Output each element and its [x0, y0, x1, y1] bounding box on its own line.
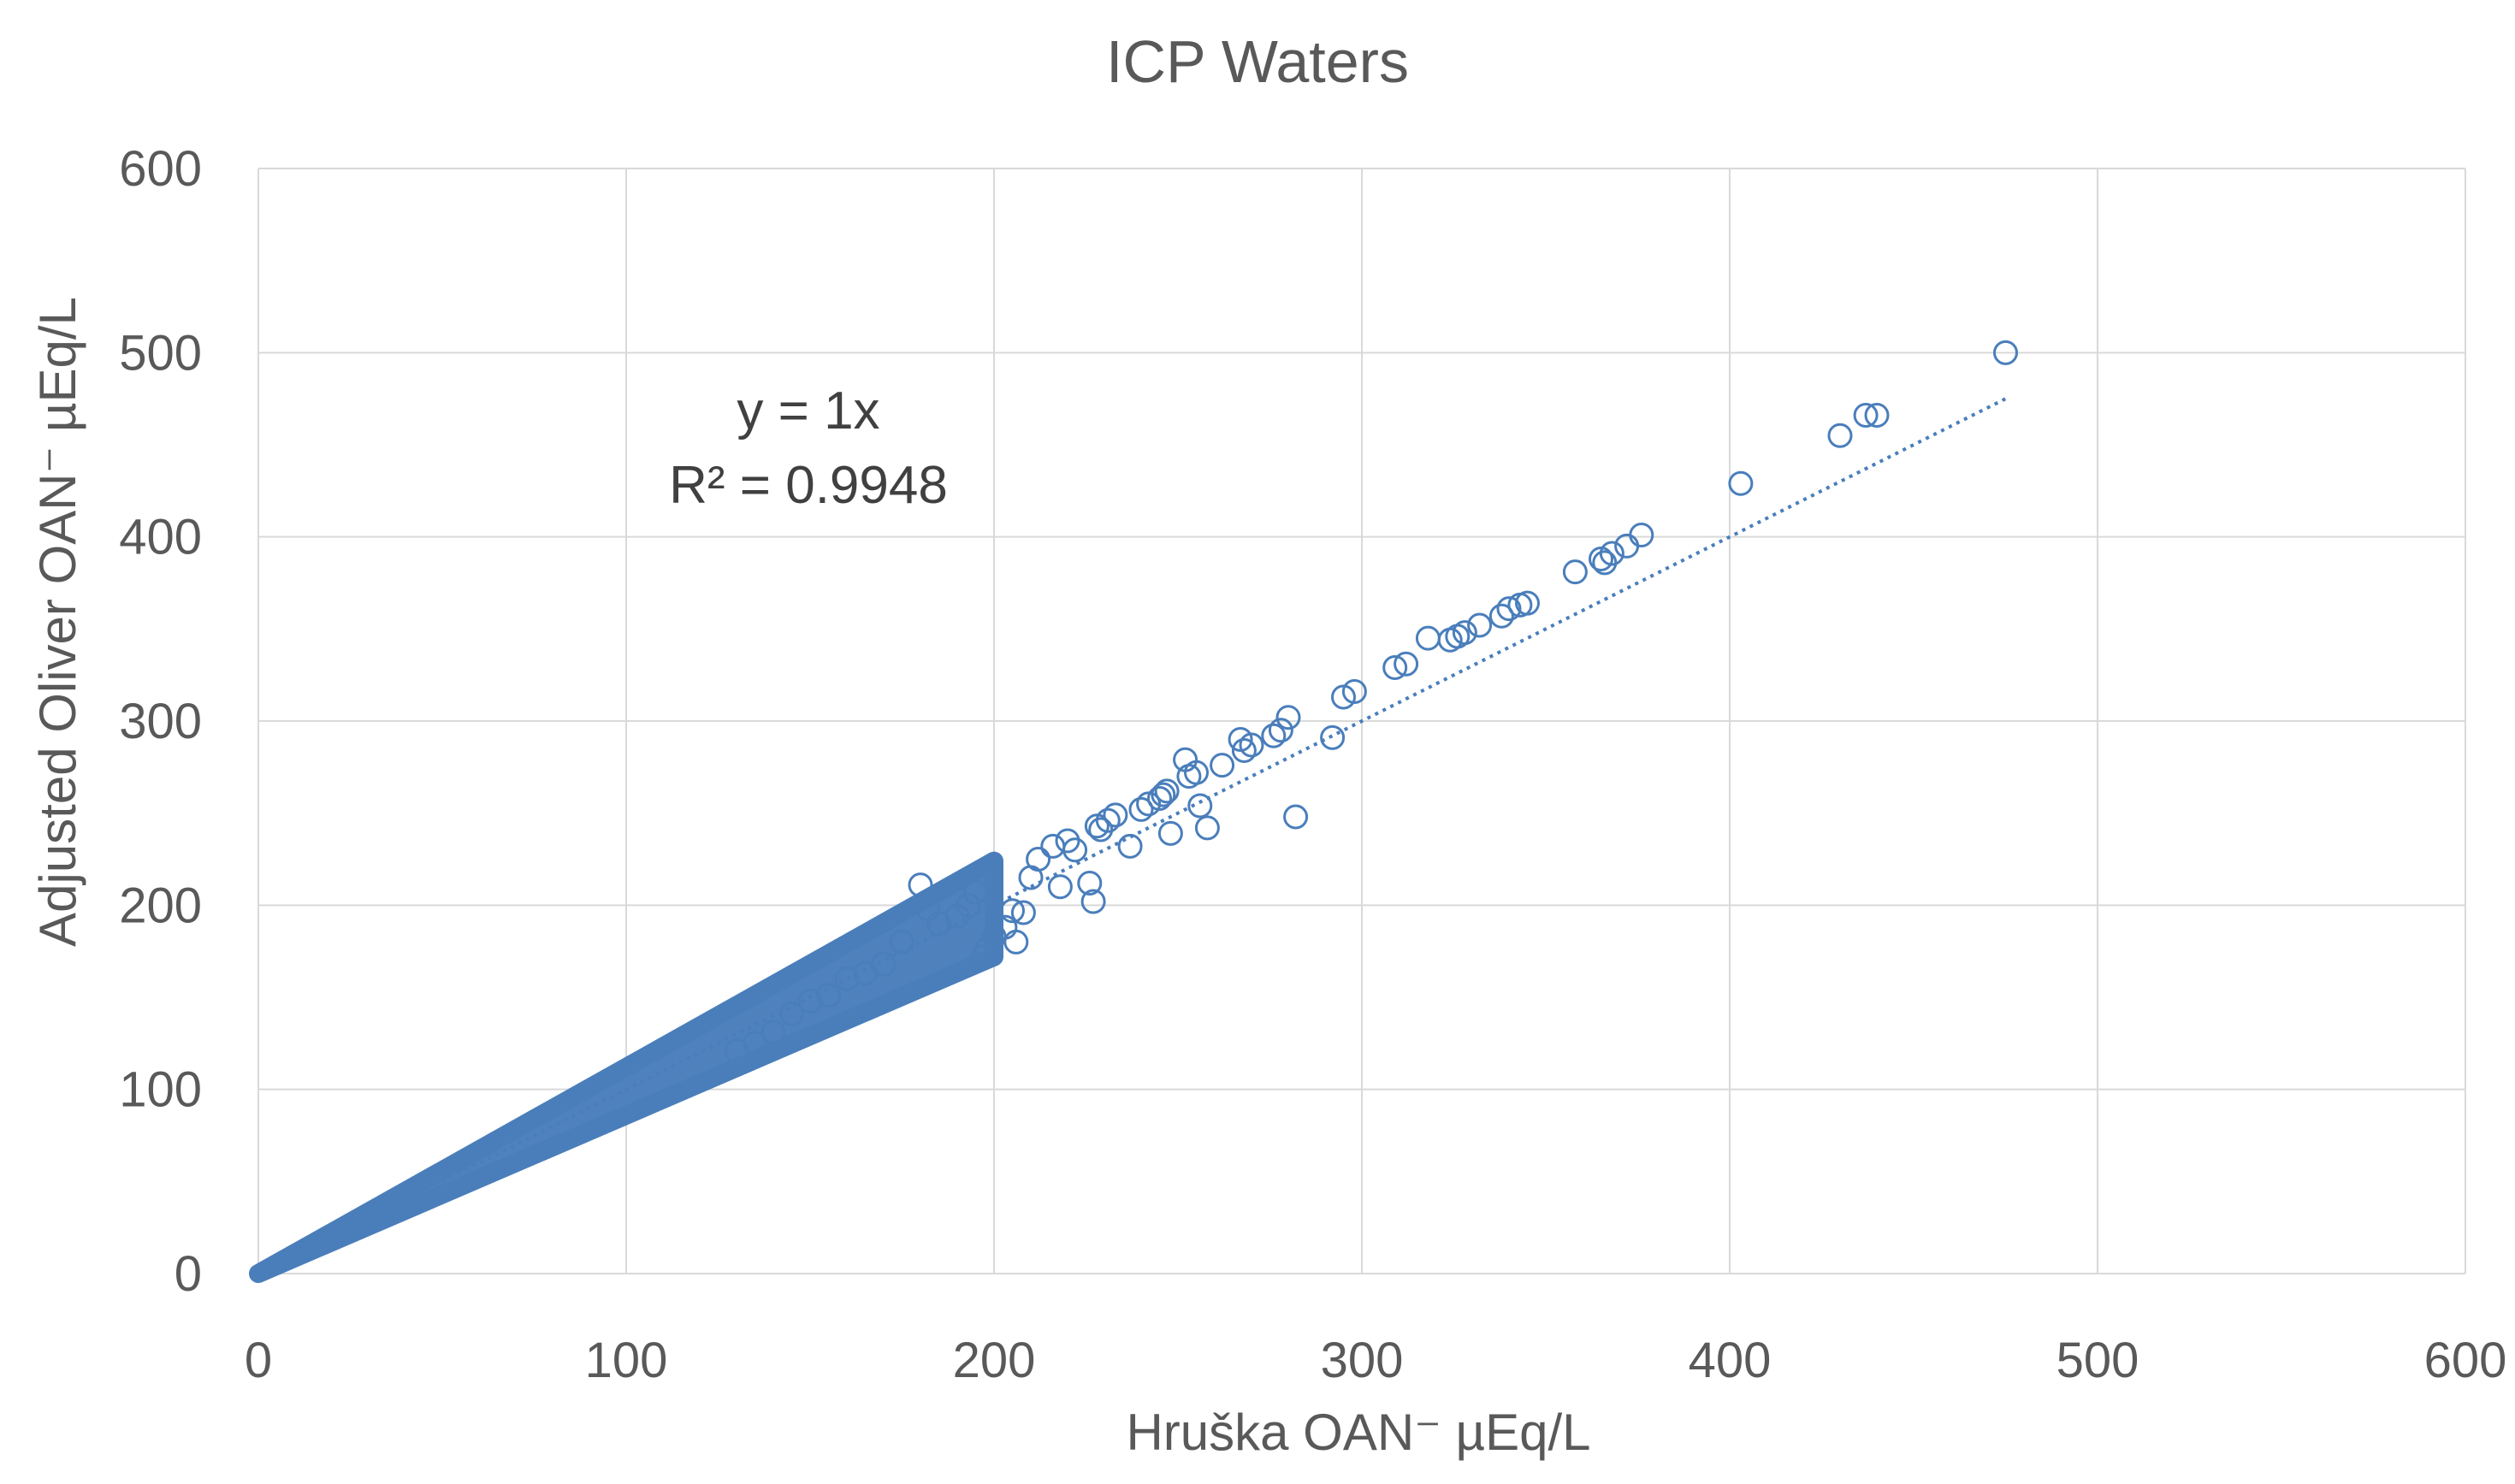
data-point	[1394, 651, 1419, 677]
x-tick-label: 200	[953, 1333, 1036, 1388]
data-point	[1589, 547, 1613, 572]
data-point	[1562, 559, 1588, 585]
data-point	[1864, 403, 1890, 429]
trendline	[257, 397, 2007, 1275]
data-point	[1261, 723, 1287, 748]
data-point	[1128, 796, 1154, 822]
x-tick-label: 600	[2424, 1333, 2507, 1388]
data-point	[834, 966, 860, 991]
data-point	[1629, 523, 1654, 548]
tick-labels: 0 100 200 300 400 500 600 0 100 200 300 400 500 600	[119, 141, 2506, 1388]
data-point	[1283, 804, 1309, 830]
data-point	[963, 879, 988, 905]
data-point	[1047, 874, 1073, 900]
y-tick-label: 300	[119, 694, 202, 749]
data-point	[1415, 625, 1441, 651]
chart-title: ICP Waters	[1106, 28, 1409, 95]
data-point	[1154, 778, 1180, 804]
data-point	[853, 961, 878, 986]
x-tick-label: 100	[585, 1333, 668, 1388]
trendline-equation: y = 1x	[737, 381, 879, 440]
data-point	[1728, 470, 1754, 496]
gridlines	[257, 168, 2466, 1274]
x-tick-label: 400	[1689, 1333, 1772, 1388]
y-tick-label: 200	[119, 878, 202, 933]
data-point	[1210, 753, 1235, 778]
data-point	[1853, 403, 1879, 429]
data-point	[1228, 727, 1253, 753]
x-axis-label: Hruška OAN⁻ µEq/L	[1126, 1404, 1590, 1461]
data-point	[1000, 898, 1025, 924]
data-point	[908, 872, 933, 898]
y-tick-label: 100	[119, 1062, 202, 1118]
data-point	[1157, 820, 1183, 846]
data-point	[1382, 655, 1408, 681]
data-point	[1488, 603, 1514, 629]
data-point	[760, 1020, 786, 1045]
data-point	[1136, 791, 1162, 817]
data-point	[1077, 870, 1103, 896]
data-point	[1614, 533, 1640, 559]
data-point	[816, 983, 841, 1008]
y-tick-label: 400	[119, 510, 202, 565]
data-point	[1040, 833, 1066, 859]
data-point	[1592, 550, 1618, 576]
data-point	[1055, 828, 1080, 854]
x-tick-label: 0	[245, 1333, 272, 1388]
data-point	[1088, 817, 1114, 843]
data-point	[981, 924, 1007, 949]
y-tick-label: 0	[175, 1246, 202, 1302]
data-point	[915, 896, 941, 922]
dense-point-band	[249, 851, 1003, 1283]
data-point	[797, 988, 823, 1014]
dense-band-fill	[249, 851, 1003, 1283]
data-point	[1231, 737, 1257, 763]
data-point	[1103, 802, 1128, 828]
trendline-path	[257, 397, 2007, 1275]
data-point	[1187, 793, 1213, 819]
data-point	[1003, 929, 1029, 955]
data-point	[1467, 612, 1493, 638]
data-point	[1018, 865, 1044, 890]
data-point	[1173, 747, 1198, 772]
x-tick-label: 500	[2056, 1333, 2139, 1388]
data-point	[1275, 705, 1301, 730]
y-tick-label: 600	[119, 141, 202, 197]
data-point	[1331, 684, 1356, 710]
data-point	[970, 944, 996, 970]
data-point	[1320, 724, 1346, 750]
data-point	[1194, 815, 1220, 841]
r-squared-label: R² = 0.9948	[669, 456, 948, 515]
data-point	[724, 1038, 749, 1063]
data-point	[1496, 596, 1522, 622]
data-point	[1993, 340, 2018, 365]
data-point	[1827, 423, 1853, 448]
data-point	[1507, 592, 1533, 618]
x-tick-label: 300	[1321, 1333, 1404, 1388]
data-points	[724, 340, 2018, 1063]
data-point	[1084, 813, 1110, 839]
y-axis-label: Adjusted Oliver OAN⁻ µEq/L	[29, 297, 86, 947]
y-tick-label: 500	[119, 325, 202, 381]
data-point	[1010, 900, 1036, 925]
data-point	[1117, 833, 1143, 859]
data-point	[1080, 889, 1106, 914]
data-point	[1176, 764, 1202, 789]
data-point	[1268, 718, 1293, 743]
